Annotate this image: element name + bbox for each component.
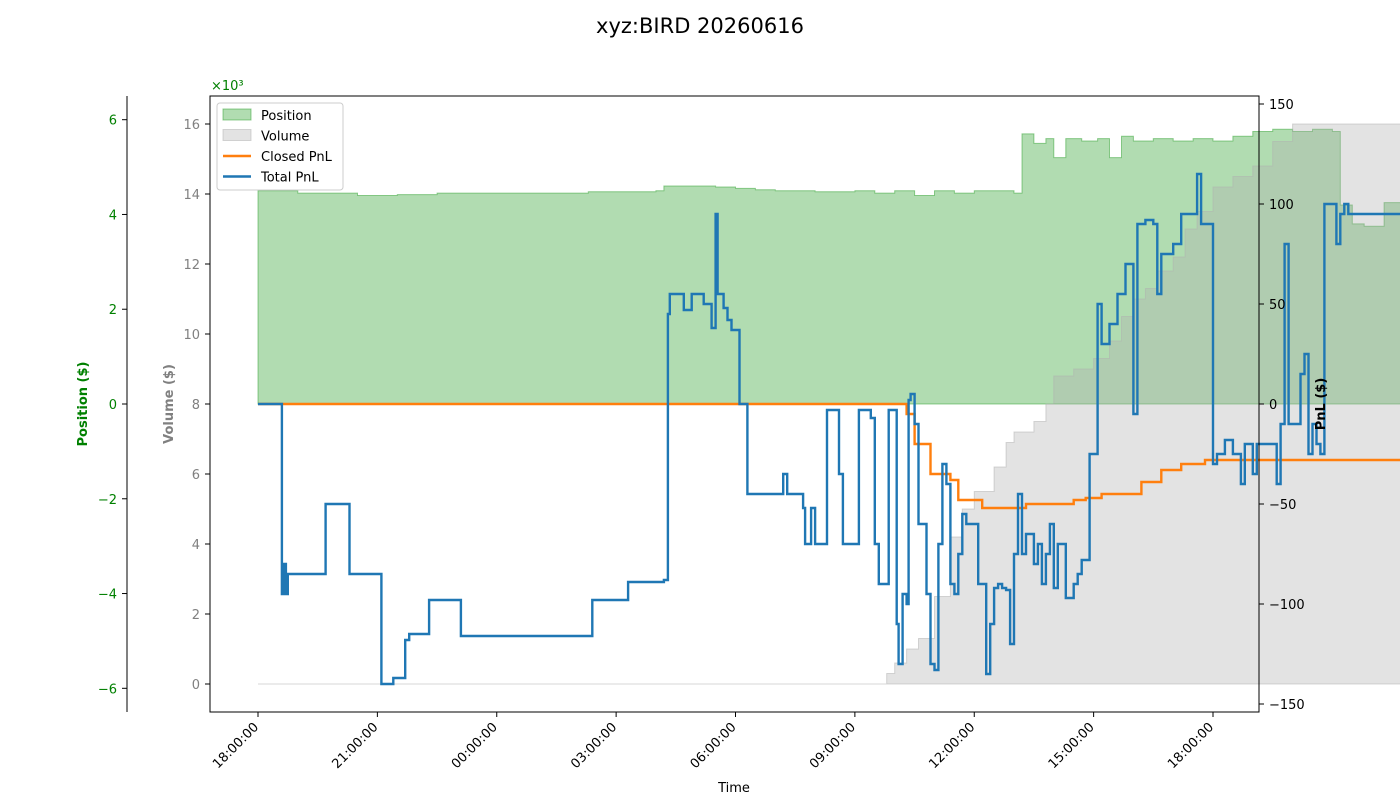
volume-axis-label: Volume ($) <box>162 364 177 444</box>
pnl-tick-label: −150 <box>1269 698 1305 713</box>
pnl-axis: PnL ($) −150 −100 −50 0 50 100 150 <box>1259 98 1329 713</box>
position-axis-label: Position ($) <box>76 362 91 447</box>
volume-tick-label: 2 <box>192 608 200 623</box>
legend-label-closed-pnl: Closed PnL <box>261 150 333 165</box>
legend-label-volume: Volume <box>261 130 309 145</box>
legend-label-position: Position <box>261 109 312 124</box>
plot-area <box>209 95 1400 713</box>
x-tick-label: 06:00:00 <box>688 720 740 772</box>
x-tick-label: 18:00:00 <box>1165 720 1217 772</box>
position-axis-multiplier: ×10³ <box>211 79 244 94</box>
legend-frame <box>216 102 344 191</box>
volume-tick-label: 0 <box>192 678 200 693</box>
volume-tick-label: 12 <box>183 258 200 273</box>
line-layer <box>258 172 1400 686</box>
x-axis-label: Time <box>717 781 750 796</box>
volume-area <box>258 123 1400 685</box>
position-axis: ×10³ Position ($) −6 −4 −2 0 2 4 6 <box>76 79 244 712</box>
volume-tick-label: 8 <box>192 398 200 413</box>
position-tick-label: 6 <box>109 114 117 129</box>
legend-swatch-volume <box>222 129 252 141</box>
volume-axis: Volume ($) 0 2 4 6 8 10 12 14 16 <box>162 118 210 693</box>
volume-tick-label: 16 <box>183 118 200 133</box>
volume-tick-label: 10 <box>183 328 200 343</box>
pnl-tick-label: 50 <box>1269 298 1286 313</box>
total-pnl-line <box>258 172 1400 686</box>
position-tick-label: −4 <box>98 588 117 603</box>
volume-tick-label: 4 <box>192 538 200 553</box>
x-tick-label: 15:00:00 <box>1046 720 1098 772</box>
pnl-tick-label: 150 <box>1269 98 1294 113</box>
x-tick-label: 12:00:00 <box>926 720 978 772</box>
pnl-axis-label: PnL ($) <box>1314 378 1329 431</box>
position-tick-label: 2 <box>109 303 117 318</box>
position-tick-label: −6 <box>98 682 117 697</box>
pnl-tick-label: 0 <box>1269 398 1277 413</box>
fill-layer <box>257 123 1400 685</box>
x-tick-label: 00:00:00 <box>449 720 501 772</box>
position-tick-label: −2 <box>98 493 117 508</box>
volume-tick-label: 14 <box>183 188 200 203</box>
legend: Position Volume Closed PnL Total PnL <box>216 102 344 191</box>
pnl-tick-label: −50 <box>1269 498 1296 513</box>
closed-pnl-line <box>258 402 1400 510</box>
legend-swatch-position <box>222 108 252 121</box>
x-tick-label: 03:00:00 <box>568 720 620 772</box>
chart-title: xyz:BIRD 20260616 <box>596 14 804 38</box>
x-tick-label: 18:00:00 <box>210 720 262 772</box>
position-tick-label: 4 <box>109 208 117 223</box>
pnl-tick-label: 100 <box>1269 198 1294 213</box>
x-axis: Time 18:00:00 21:00:00 00:00:00 03:00:00 06:… <box>210 712 1217 796</box>
volume-tick-label: 6 <box>192 468 200 483</box>
pnl-tick-label: −100 <box>1269 598 1305 613</box>
x-tick-label: 21:00:00 <box>329 720 381 772</box>
legend-label-total-pnl: Total PnL <box>260 171 319 186</box>
position-tick-label: 0 <box>109 398 117 413</box>
x-tick-label: 09:00:00 <box>807 720 859 772</box>
